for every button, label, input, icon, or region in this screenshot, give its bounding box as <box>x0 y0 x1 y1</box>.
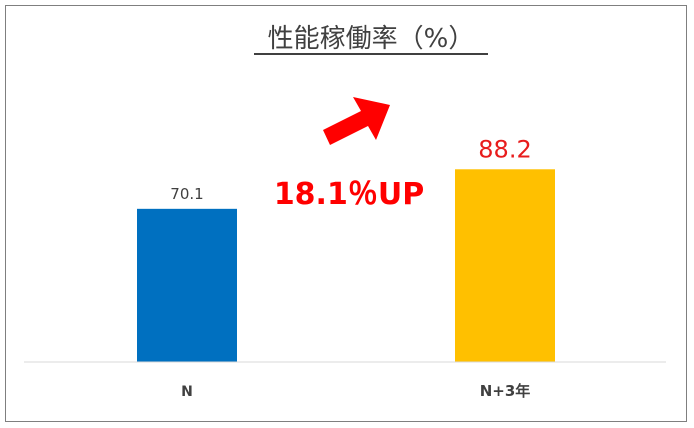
value-labels-group: 70.1 88.2 <box>170 135 531 203</box>
right-up-arrow-icon <box>323 97 390 145</box>
bars-group <box>137 169 555 362</box>
increase-annotation: 18.1％UP <box>274 177 424 212</box>
bar-1 <box>137 208 237 362</box>
value-label-2: 88.2 <box>478 135 531 163</box>
x-tick-label-1: N <box>181 384 193 400</box>
chart-title: 性能稼働率（%） <box>268 24 475 54</box>
bar-2 <box>455 169 555 362</box>
x-tick-labels-group: N N+3年 <box>181 382 530 400</box>
value-label-1: 70.1 <box>170 185 203 203</box>
chart-frame <box>5 5 687 422</box>
x-tick-label-2: N+3年 <box>480 382 531 400</box>
